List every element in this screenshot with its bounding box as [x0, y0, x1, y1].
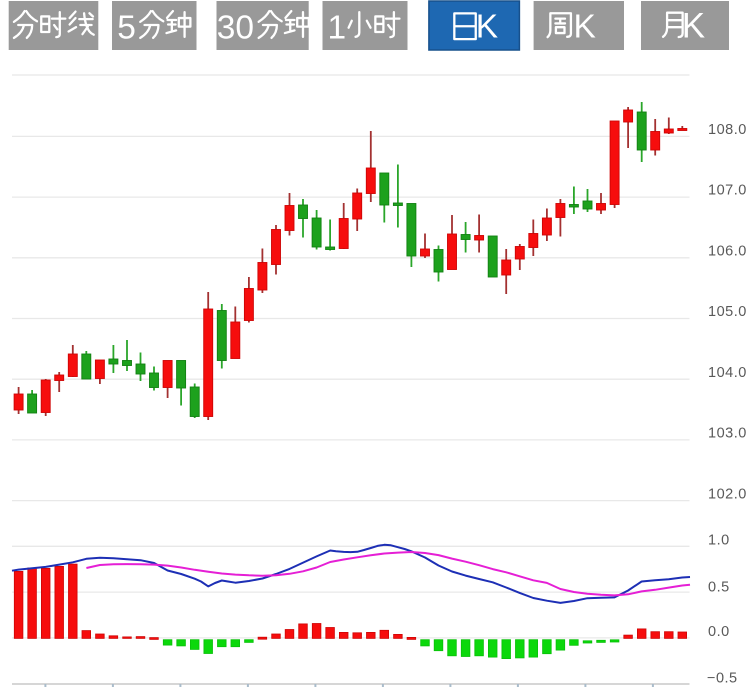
svg-text:104.0: 104.0 — [708, 365, 747, 381]
svg-text:107.0: 107.0 — [708, 182, 747, 198]
svg-text:30: 30 — [217, 10, 254, 47]
svg-text:K: K — [682, 7, 705, 46]
svg-text:−0.5: −0.5 — [707, 670, 738, 686]
svg-text:0.5: 0.5 — [708, 579, 730, 595]
svg-text:K: K — [574, 9, 596, 46]
svg-text:K: K — [476, 9, 498, 46]
svg-text:103.0: 103.0 — [708, 426, 747, 442]
svg-text:105.0: 105.0 — [708, 304, 747, 320]
svg-text:108.0: 108.0 — [708, 122, 747, 138]
svg-text:102.0: 102.0 — [708, 486, 747, 502]
svg-text:0.0: 0.0 — [708, 624, 730, 640]
svg-text:106.0: 106.0 — [708, 244, 747, 260]
svg-text:5: 5 — [117, 10, 136, 47]
svg-text:1: 1 — [328, 10, 347, 47]
svg-text:1.0: 1.0 — [708, 533, 730, 549]
